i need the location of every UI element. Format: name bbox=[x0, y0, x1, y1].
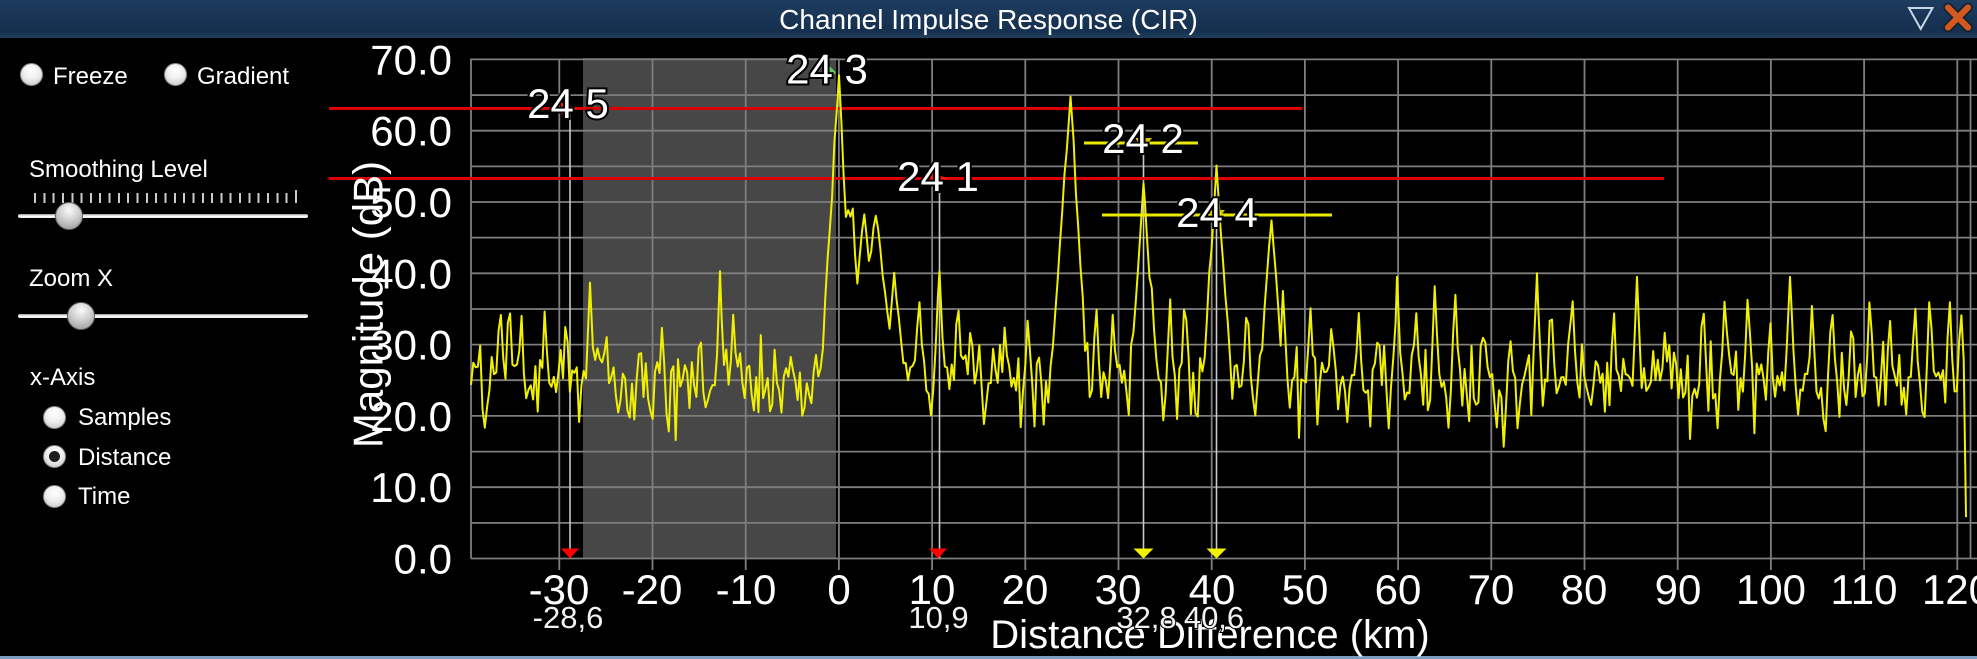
svg-text:60.0: 60.0 bbox=[370, 108, 452, 155]
svg-text:40.0: 40.0 bbox=[370, 250, 452, 297]
svg-text:24 4: 24 4 bbox=[1176, 189, 1258, 236]
svg-text:10.0: 10.0 bbox=[370, 464, 452, 511]
svg-text:32,8: 32,8 bbox=[1116, 600, 1176, 635]
svg-text:0.0: 0.0 bbox=[394, 536, 452, 583]
svg-text:40: 40 bbox=[1189, 566, 1236, 613]
svg-text:60: 60 bbox=[1375, 566, 1422, 613]
svg-text:30.0: 30.0 bbox=[370, 322, 452, 369]
svg-text:100: 100 bbox=[1736, 566, 1806, 613]
svg-text:20.0: 20.0 bbox=[370, 393, 452, 440]
svg-text:-20: -20 bbox=[622, 566, 683, 613]
svg-text:40,6: 40,6 bbox=[1184, 600, 1244, 635]
svg-text:24 2: 24 2 bbox=[1102, 115, 1184, 162]
svg-text:24 1: 24 1 bbox=[897, 153, 979, 200]
svg-text:Distance Difference (km): Distance Difference (km) bbox=[990, 613, 1429, 657]
svg-text:-30: -30 bbox=[529, 566, 590, 613]
svg-text:24 5: 24 5 bbox=[527, 80, 609, 127]
svg-text:0: 0 bbox=[827, 566, 850, 613]
svg-text:90: 90 bbox=[1655, 566, 1702, 613]
svg-text:10: 10 bbox=[909, 566, 956, 613]
svg-text:Magnitude (dB): Magnitude (dB) bbox=[345, 161, 392, 448]
svg-text:120: 120 bbox=[1922, 566, 1977, 613]
svg-text:50: 50 bbox=[1282, 566, 1329, 613]
svg-text:70: 70 bbox=[1468, 566, 1515, 613]
svg-text:-10: -10 bbox=[716, 566, 777, 613]
svg-text:-28,6: -28,6 bbox=[533, 600, 604, 635]
svg-text:20: 20 bbox=[1002, 566, 1049, 613]
svg-text:50.0: 50.0 bbox=[370, 179, 452, 226]
svg-text:10,9: 10,9 bbox=[908, 600, 968, 635]
svg-text:80: 80 bbox=[1561, 566, 1608, 613]
svg-text:24 3: 24 3 bbox=[786, 46, 868, 93]
svg-text:110: 110 bbox=[1831, 566, 1898, 613]
svg-text:70.0: 70.0 bbox=[370, 36, 452, 83]
svg-text:30: 30 bbox=[1095, 566, 1142, 613]
